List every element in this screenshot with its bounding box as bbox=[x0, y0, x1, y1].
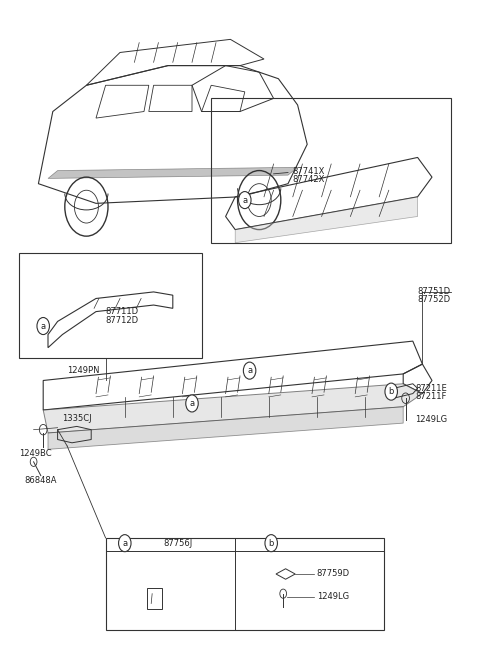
Text: a: a bbox=[247, 366, 252, 375]
Text: 87712D: 87712D bbox=[106, 316, 139, 325]
Circle shape bbox=[265, 535, 277, 552]
Text: 87211E: 87211E bbox=[415, 384, 447, 393]
Circle shape bbox=[239, 192, 251, 209]
Text: 86848A: 86848A bbox=[24, 476, 57, 485]
Text: 1249PN: 1249PN bbox=[67, 366, 100, 375]
Text: 1249LG: 1249LG bbox=[317, 592, 349, 602]
Text: 87751D: 87751D bbox=[418, 287, 451, 296]
Text: 1335CJ: 1335CJ bbox=[62, 414, 92, 423]
Text: 1249BC: 1249BC bbox=[19, 449, 52, 459]
Circle shape bbox=[119, 535, 131, 552]
Text: 87711D: 87711D bbox=[106, 307, 139, 316]
Circle shape bbox=[186, 395, 198, 412]
Polygon shape bbox=[43, 384, 422, 433]
Text: 87211F: 87211F bbox=[415, 392, 446, 401]
Text: a: a bbox=[242, 195, 247, 205]
Text: b: b bbox=[268, 539, 274, 548]
Text: a: a bbox=[122, 539, 127, 548]
Circle shape bbox=[385, 383, 397, 400]
Text: 87756J: 87756J bbox=[163, 539, 192, 548]
Polygon shape bbox=[48, 167, 298, 178]
Text: 87742X: 87742X bbox=[293, 175, 325, 184]
Text: b: b bbox=[388, 387, 394, 396]
Circle shape bbox=[243, 362, 256, 379]
Circle shape bbox=[37, 318, 49, 335]
Text: 87759D: 87759D bbox=[317, 569, 350, 579]
Polygon shape bbox=[235, 197, 418, 243]
Text: a: a bbox=[190, 399, 194, 408]
Text: a: a bbox=[41, 321, 46, 331]
Text: 87752D: 87752D bbox=[418, 295, 451, 304]
Polygon shape bbox=[48, 407, 403, 449]
Text: 1249LG: 1249LG bbox=[415, 415, 447, 424]
Text: 87741X: 87741X bbox=[293, 167, 325, 176]
